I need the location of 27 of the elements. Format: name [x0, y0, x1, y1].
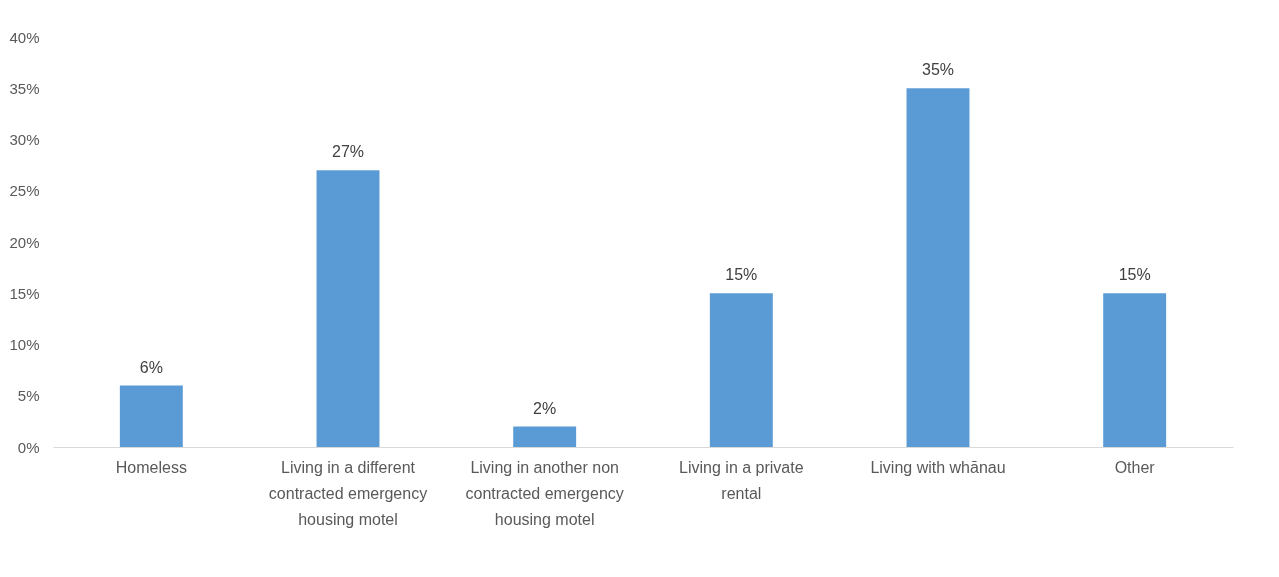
- x-tick-label: Living with whānau: [870, 458, 1006, 476]
- bar: [906, 88, 970, 447]
- y-tick-label: 15%: [9, 284, 40, 302]
- x-tick-label: Homeless: [115, 458, 187, 476]
- y-tick-label: 40%: [9, 28, 40, 46]
- bar: [316, 170, 380, 447]
- data-label: 6%: [139, 358, 163, 376]
- x-tick-label: Living in another non contracted emergency housing motel: [465, 458, 624, 528]
- x-tick-label: Living in a different contracted emergency housing motel: [268, 458, 428, 528]
- data-label: 35%: [921, 61, 955, 79]
- bar: [709, 293, 773, 447]
- bar: [119, 385, 183, 447]
- data-label: 15%: [725, 266, 758, 284]
- data-label: 15%: [1118, 266, 1151, 284]
- data-label: 27%: [331, 143, 365, 161]
- x-tick-label: Living in a private rental: [679, 458, 804, 502]
- y-tick-label: 0%: [17, 438, 40, 456]
- bar: [1103, 293, 1167, 447]
- y-tick-label: 30%: [9, 131, 40, 148]
- y-tick-label: 35%: [9, 79, 40, 97]
- y-tick-label: 10%: [9, 336, 40, 353]
- y-tick-label: 25%: [9, 182, 40, 200]
- data-label: 2%: [533, 399, 557, 417]
- bar: [513, 426, 577, 447]
- y-tick-label: 5%: [17, 387, 40, 405]
- y-tick-label: 20%: [9, 233, 40, 251]
- x-tick-label: Other: [1114, 458, 1156, 476]
